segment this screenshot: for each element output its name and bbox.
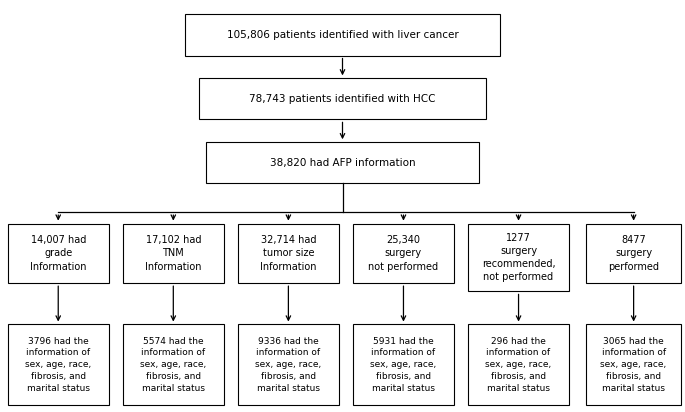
Text: 5931 had the
information of
sex, age, race,
fibrosis, and
marital status: 5931 had the information of sex, age, ra… — [371, 337, 436, 393]
Text: 8477
surgery
performed: 8477 surgery performed — [608, 235, 659, 272]
Text: 296 had the
information of
sex, age, race,
fibrosis, and
marital status: 296 had the information of sex, age, rac… — [486, 337, 551, 393]
FancyBboxPatch shape — [185, 14, 500, 56]
FancyBboxPatch shape — [468, 223, 569, 292]
Text: 3796 had the
information of
sex, age, race,
fibrosis, and
marital status: 3796 had the information of sex, age, ra… — [25, 337, 91, 393]
Text: 105,806 patients identified with liver cancer: 105,806 patients identified with liver c… — [227, 30, 458, 40]
Text: 32,714 had
tumor size
Information: 32,714 had tumor size Information — [260, 235, 316, 272]
FancyBboxPatch shape — [238, 325, 339, 405]
FancyBboxPatch shape — [8, 325, 109, 405]
Text: 14,007 had
grade
Information: 14,007 had grade Information — [30, 235, 86, 272]
FancyBboxPatch shape — [468, 325, 569, 405]
FancyBboxPatch shape — [586, 223, 681, 283]
FancyBboxPatch shape — [199, 78, 486, 119]
FancyBboxPatch shape — [8, 223, 109, 283]
FancyBboxPatch shape — [123, 223, 224, 283]
Text: 1277
surgery
recommended,
not performed: 1277 surgery recommended, not performed — [482, 233, 556, 282]
Text: 78,743 patients identified with HCC: 78,743 patients identified with HCC — [249, 94, 436, 104]
FancyBboxPatch shape — [238, 223, 339, 283]
FancyBboxPatch shape — [353, 325, 454, 405]
Text: 5574 had the
information of
sex, age, race,
fibrosis, and
marital status: 5574 had the information of sex, age, ra… — [140, 337, 206, 393]
FancyBboxPatch shape — [206, 142, 480, 183]
Text: 3065 had the
information of
sex, age, race,
fibrosis, and
marital status: 3065 had the information of sex, age, ra… — [601, 337, 667, 393]
Text: 25,340
surgery
not performed: 25,340 surgery not performed — [369, 235, 438, 272]
FancyBboxPatch shape — [586, 325, 681, 405]
FancyBboxPatch shape — [353, 223, 454, 283]
Text: 17,102 had
TNM
Information: 17,102 had TNM Information — [145, 235, 201, 272]
Text: 38,820 had AFP information: 38,820 had AFP information — [270, 158, 415, 168]
FancyBboxPatch shape — [123, 325, 224, 405]
Text: 9336 had the
information of
sex, age, race,
fibrosis, and
marital status: 9336 had the information of sex, age, ra… — [256, 337, 321, 393]
